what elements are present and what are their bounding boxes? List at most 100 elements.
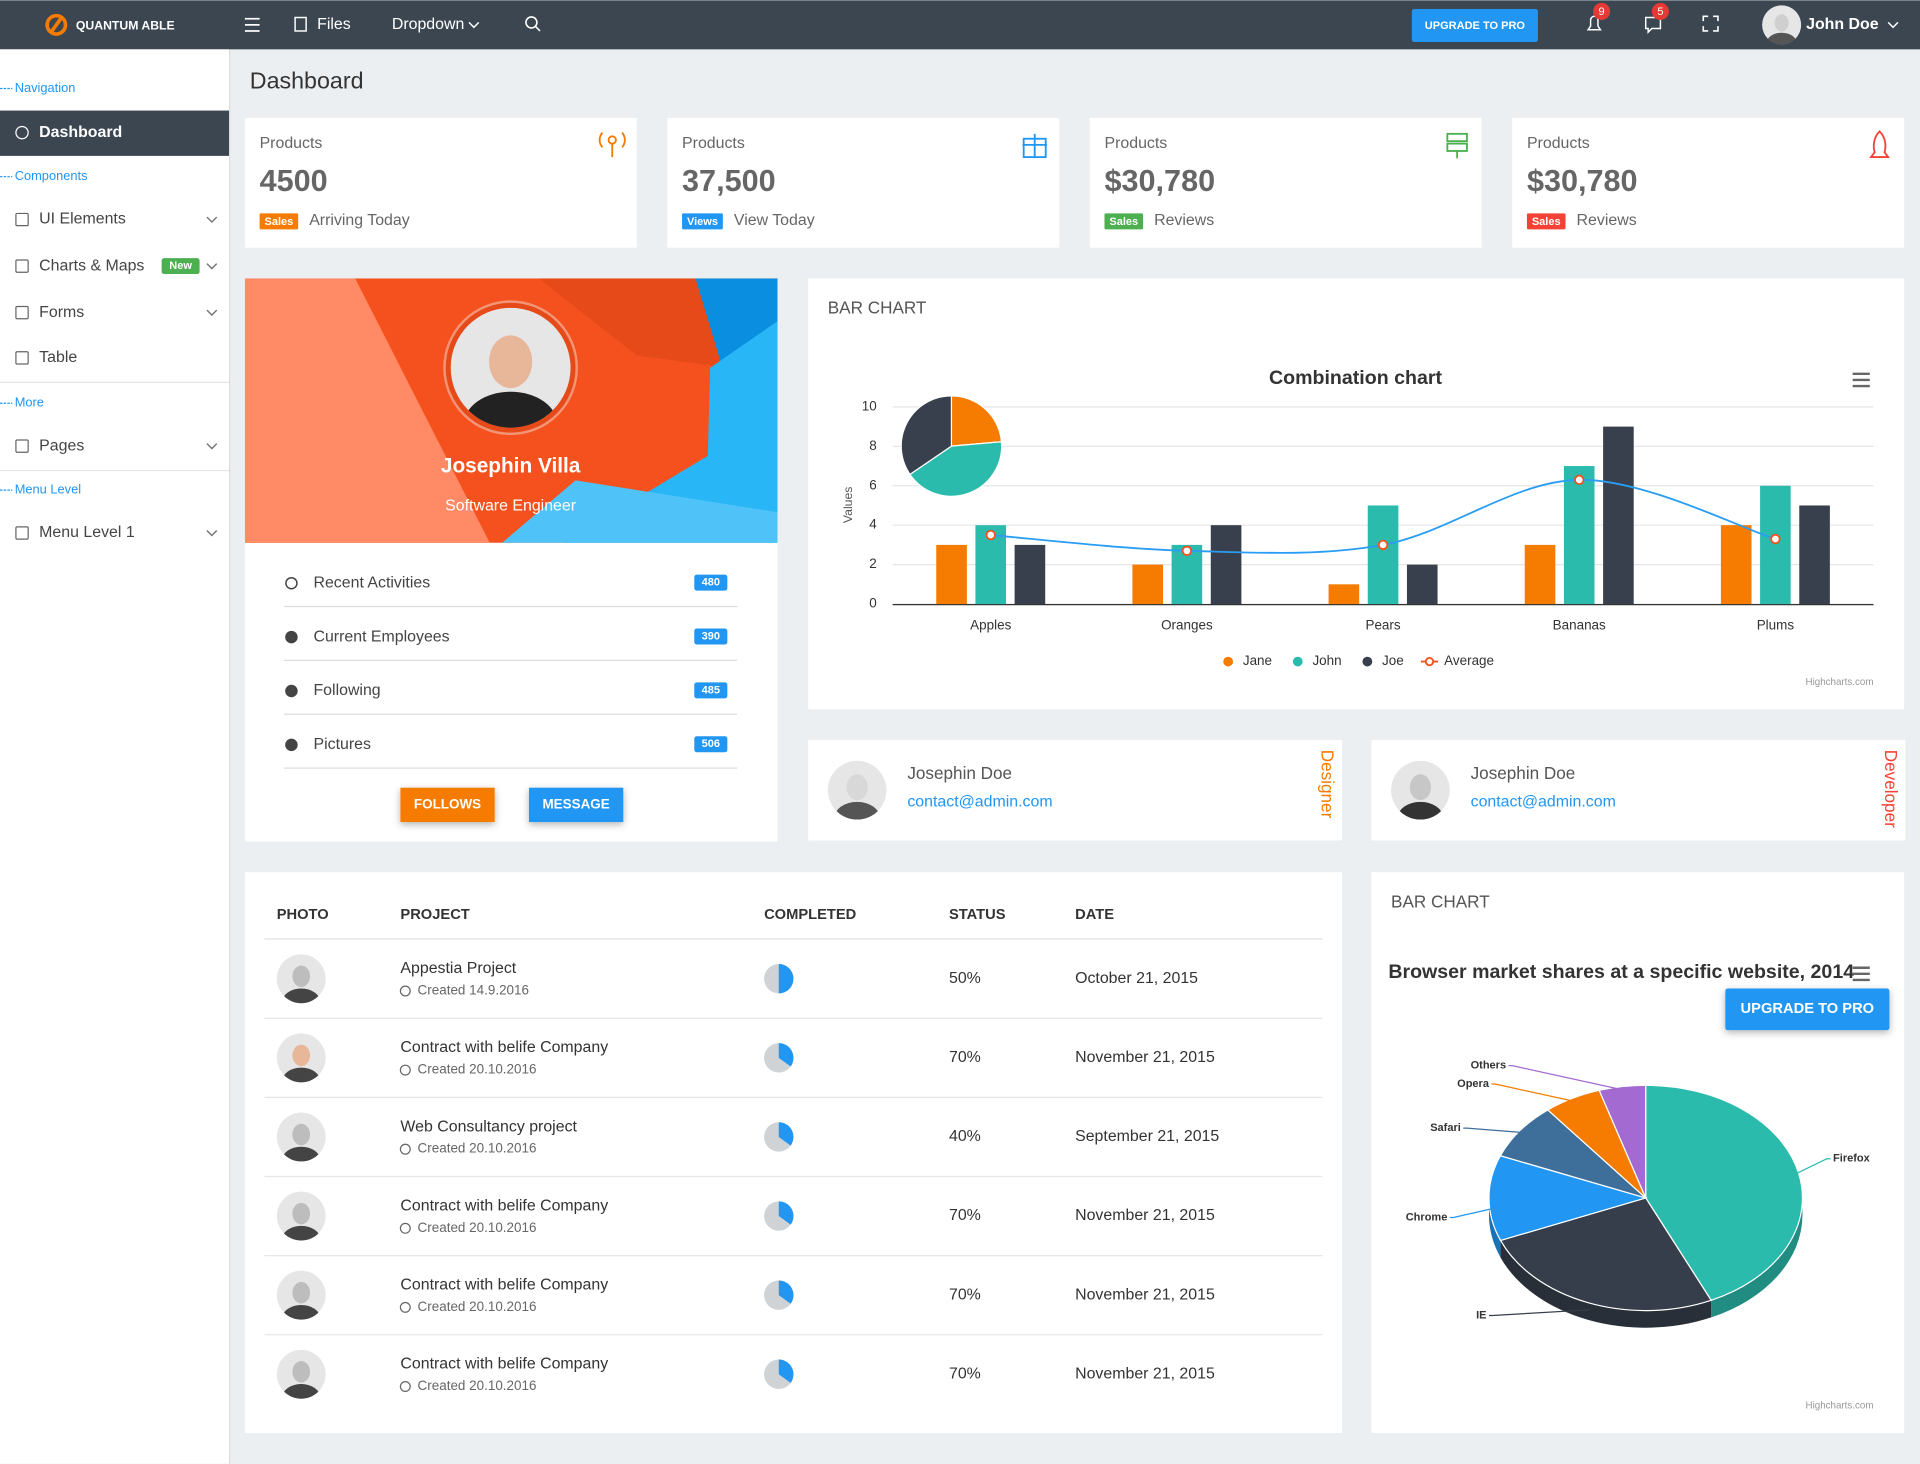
sidebar-section-label: More bbox=[15, 395, 44, 410]
stat-icon bbox=[285, 684, 298, 698]
avatar-body bbox=[282, 1067, 321, 1083]
y-tick-label: 8 bbox=[869, 438, 876, 453]
contact-card bbox=[1371, 739, 1906, 841]
avatar-image bbox=[276, 1349, 326, 1399]
avatar-body bbox=[463, 391, 558, 428]
user-name[interactable]: John Doe bbox=[1806, 16, 1879, 33]
upgrade-button-label[interactable]: UPGRADE TO PRO bbox=[1425, 20, 1526, 32]
count-badge bbox=[694, 736, 728, 753]
column-header: PROJECT bbox=[400, 907, 469, 923]
count-badge-label: 480 bbox=[702, 577, 720, 589]
bar bbox=[1524, 544, 1556, 605]
stat-text: Reviews bbox=[1154, 212, 1214, 229]
contact-email[interactable]: contact@admin.com bbox=[1471, 794, 1616, 811]
stat-label: Products bbox=[1104, 135, 1167, 152]
contact-email[interactable]: contact@admin.com bbox=[907, 794, 1052, 811]
sidebar-section-label: Menu Level bbox=[15, 482, 81, 497]
sidebar-item[interactable]: Pages bbox=[39, 437, 84, 454]
chevron bbox=[1887, 21, 1899, 29]
card-title: BAR CHART bbox=[1391, 891, 1490, 911]
stat-badge-label: Views bbox=[687, 216, 718, 228]
sidebar-item[interactable]: UI Elements bbox=[39, 211, 126, 228]
message-count: 5 bbox=[1657, 6, 1663, 18]
profile-stat-label[interactable]: Recent Activities bbox=[313, 574, 430, 591]
project-date: November 21, 2015 bbox=[1075, 1286, 1215, 1303]
pie-slice bbox=[1598, 1084, 1647, 1199]
avatar-body bbox=[1766, 32, 1797, 45]
profile-button[interactable] bbox=[400, 787, 495, 822]
bar bbox=[1014, 544, 1046, 605]
nav-link[interactable]: Dropdown bbox=[392, 16, 465, 33]
y-axis-title: Values bbox=[841, 487, 855, 524]
avatar-head bbox=[292, 1202, 311, 1225]
stat-icon bbox=[598, 132, 626, 148]
project-created: Created 20.10.2016 bbox=[418, 1062, 537, 1077]
avatar-image bbox=[1391, 760, 1450, 820]
avatar bbox=[827, 760, 887, 820]
banner-shape bbox=[538, 278, 729, 368]
sidebar-item[interactable]: Charts & Maps bbox=[39, 257, 144, 274]
project-name: Contract with belife Company bbox=[400, 1356, 608, 1373]
sidebar bbox=[0, 49, 229, 1464]
stat-icon bbox=[285, 630, 298, 644]
files-icon bbox=[294, 16, 307, 32]
y-tick-label: 2 bbox=[869, 556, 876, 571]
sidebar-item[interactable]: Table bbox=[39, 349, 77, 366]
floating-upgrade-button[interactable] bbox=[1725, 988, 1890, 1031]
avatar-image bbox=[276, 1270, 326, 1320]
project-status: 40% bbox=[949, 1128, 981, 1145]
floating-upgrade-label[interactable]: UPGRADE TO PRO bbox=[1741, 1001, 1875, 1017]
profile-stat-label[interactable]: Following bbox=[313, 682, 380, 699]
upgrade-button[interactable] bbox=[1411, 8, 1538, 43]
pie-side bbox=[1500, 1240, 1712, 1328]
search-icon bbox=[535, 26, 541, 32]
column-header: PHOTO bbox=[277, 907, 329, 923]
profile-name: Josephin Villa bbox=[441, 454, 581, 477]
profile-stat-label[interactable]: Pictures bbox=[313, 736, 371, 753]
project-date: November 21, 2015 bbox=[1075, 1365, 1215, 1382]
banner-shape bbox=[244, 278, 490, 543]
average-marker bbox=[1181, 545, 1193, 557]
page-title: Dashboard bbox=[250, 68, 364, 94]
x-tick-label: Apples bbox=[970, 618, 1011, 633]
sidebar-item[interactable]: Dashboard bbox=[39, 124, 122, 141]
profile-button-label[interactable]: MESSAGE bbox=[542, 796, 609, 811]
sidebar-icon bbox=[15, 259, 29, 273]
legend-label[interactable]: Average bbox=[1444, 653, 1494, 668]
sidebar-icon bbox=[15, 439, 29, 453]
avatar-head bbox=[292, 1044, 311, 1067]
avatar-image bbox=[827, 760, 887, 820]
average-marker bbox=[1770, 533, 1781, 545]
sidebar-item[interactable]: Menu Level 1 bbox=[39, 524, 135, 541]
average-marker bbox=[1377, 539, 1389, 551]
avatar-head bbox=[292, 965, 311, 988]
legend-label[interactable]: Joe bbox=[1382, 653, 1404, 668]
project-name: Web Consultancy project bbox=[400, 1118, 577, 1135]
bar bbox=[1799, 505, 1830, 605]
progress-pie bbox=[778, 964, 794, 994]
progress-pie bbox=[778, 1359, 794, 1383]
nav-link[interactable]: Files bbox=[317, 16, 351, 33]
profile-stat-label[interactable]: Current Employees bbox=[313, 628, 449, 645]
bar bbox=[1603, 426, 1634, 605]
progress-pie bbox=[778, 1201, 794, 1225]
legend-label[interactable]: Jane bbox=[1243, 653, 1272, 668]
count-badge-label: 390 bbox=[702, 630, 720, 642]
pie-side bbox=[1711, 1197, 1803, 1318]
slice-label: Chrome bbox=[1406, 1211, 1448, 1223]
count-badge bbox=[694, 574, 728, 591]
legend-label[interactable]: John bbox=[1312, 653, 1341, 668]
profile-button[interactable] bbox=[528, 787, 624, 822]
notification-count: 9 bbox=[1599, 6, 1605, 18]
stat-label: Products bbox=[682, 135, 745, 152]
chevron bbox=[206, 216, 218, 224]
sidebar-item[interactable]: Forms bbox=[39, 304, 84, 321]
average-marker bbox=[1574, 474, 1585, 486]
pie-slice bbox=[1488, 1154, 1648, 1242]
avatar-body bbox=[282, 1225, 321, 1241]
card-title: BAR CHART bbox=[828, 297, 927, 317]
project-status: 70% bbox=[949, 1207, 981, 1224]
profile-button-label[interactable]: FOLLOWS bbox=[414, 796, 481, 811]
avatar-image bbox=[1762, 5, 1802, 45]
